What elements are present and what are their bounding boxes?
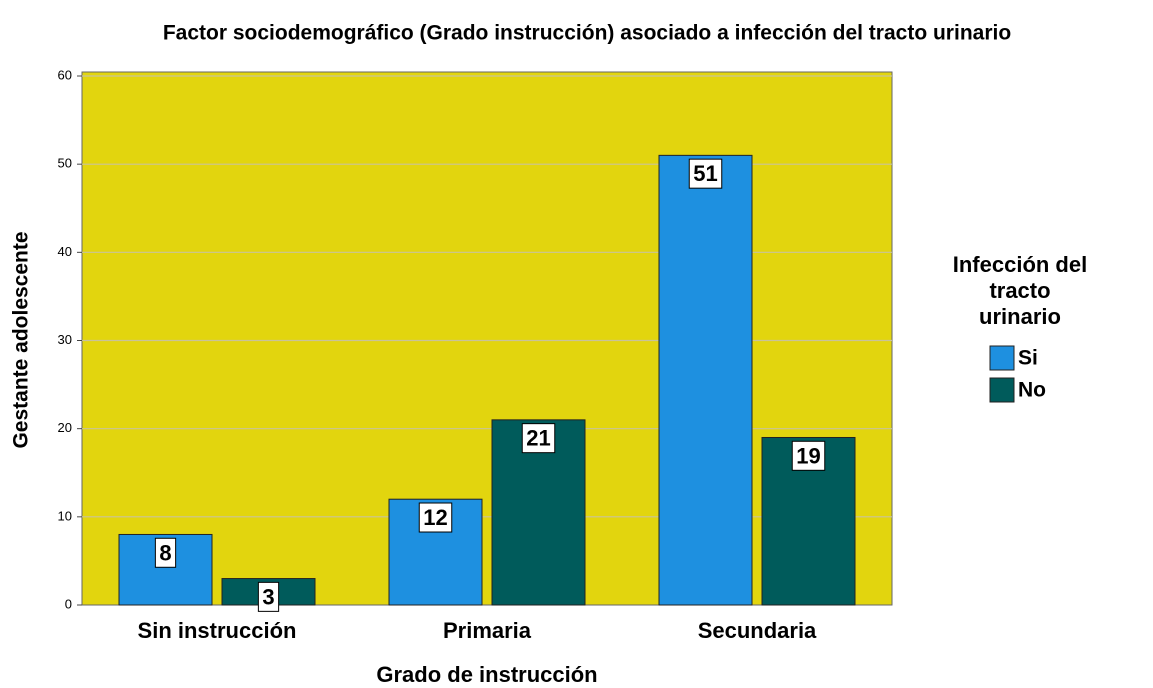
y-tick-label: 60	[58, 67, 72, 82]
x-axis-label: Grado de instrucción	[376, 662, 597, 687]
data-label-box	[257, 581, 280, 612]
y-tick-label: 20	[58, 420, 72, 435]
y-tick-label: 30	[58, 332, 72, 347]
y-tick-label: 40	[58, 244, 72, 259]
legend-label: Si	[1018, 347, 1038, 370]
data-label-box	[418, 502, 453, 533]
data-label-box	[521, 423, 556, 454]
data-label: 21	[526, 426, 550, 451]
legend-swatch	[989, 377, 1015, 403]
data-label: 19	[796, 443, 820, 468]
data-label: 51	[693, 161, 717, 186]
chart-title: Factor sociodemográfico (Grado instrucci…	[163, 22, 1011, 45]
data-label-box	[791, 440, 826, 471]
y-tick-label: 50	[58, 156, 72, 171]
x-tick-label: Secundaria	[698, 618, 817, 643]
data-label: 12	[423, 505, 447, 530]
y-tick-label: 10	[58, 508, 72, 523]
plot-area	[81, 71, 893, 606]
legend-swatch	[989, 345, 1015, 371]
data-label-box	[154, 537, 177, 568]
y-tick-label: 0	[65, 596, 72, 611]
legend-label: No	[1018, 379, 1046, 402]
y-axis-label: Gestante adolescente	[10, 231, 33, 448]
bar	[658, 154, 753, 606]
data-label-box	[688, 158, 723, 189]
x-tick-label: Sin instrucción	[138, 618, 297, 643]
data-label: 3	[262, 584, 274, 609]
data-label: 8	[159, 540, 171, 565]
legend-title: Infección del tracto urinario	[952, 252, 1088, 329]
x-tick-label: Primaria	[443, 618, 532, 643]
